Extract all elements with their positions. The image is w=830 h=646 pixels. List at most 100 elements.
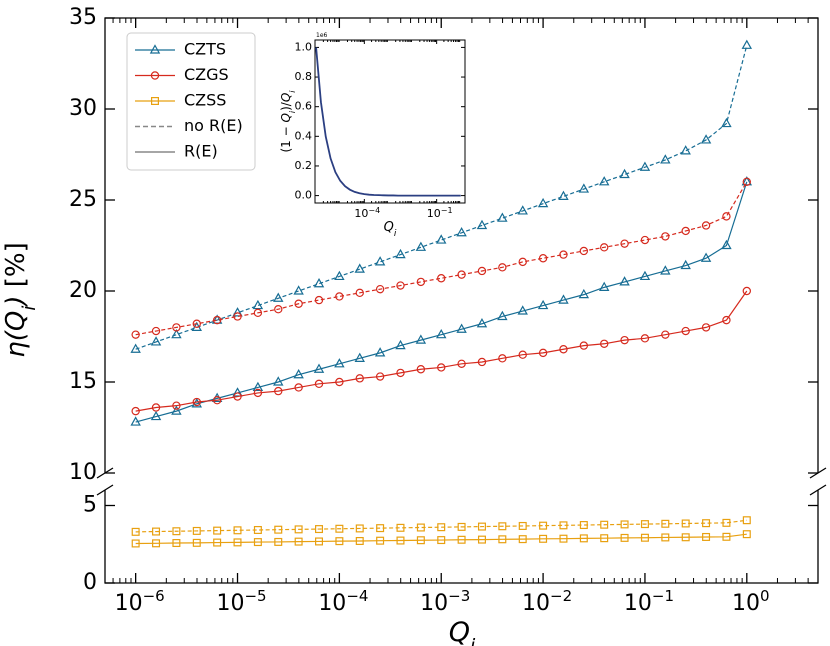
marker (335, 377, 344, 387)
marker (579, 534, 588, 543)
marker (354, 263, 365, 273)
marker (579, 341, 589, 350)
marker (456, 323, 467, 333)
marker (396, 281, 405, 290)
marker (192, 538, 201, 547)
marker (314, 379, 324, 389)
marker (274, 525, 283, 534)
marker (620, 533, 629, 542)
marker (171, 328, 182, 339)
marker (742, 177, 752, 186)
marker (660, 265, 671, 275)
label-part: )/ (279, 101, 293, 111)
legend-label: R(E) (184, 142, 218, 161)
marker (497, 212, 508, 222)
marker (498, 535, 507, 544)
marker (721, 239, 732, 250)
marker (600, 339, 609, 348)
marker (395, 248, 406, 259)
marker (315, 537, 324, 546)
marker (192, 319, 201, 328)
marker (374, 256, 386, 266)
marker (477, 522, 486, 531)
marker (537, 299, 549, 310)
marker (681, 226, 690, 236)
marker (212, 315, 222, 325)
marker (498, 354, 507, 363)
marker (741, 39, 753, 49)
marker (477, 357, 487, 367)
marker (213, 538, 222, 547)
marker (395, 339, 406, 350)
inset-offset-text: 1e6 (316, 32, 328, 39)
marker (354, 352, 365, 362)
tick-exp: −2 (550, 587, 572, 605)
marker (293, 285, 304, 295)
marker (172, 401, 181, 410)
marker (661, 330, 670, 339)
axis-break (96, 484, 114, 496)
marker (396, 523, 405, 532)
marker (335, 524, 344, 533)
marker (477, 535, 486, 544)
marker (538, 254, 548, 263)
marker (437, 523, 446, 532)
marker (640, 235, 650, 245)
marker (498, 263, 507, 272)
marker (700, 134, 712, 144)
marker (150, 336, 162, 346)
label-part: Q (384, 220, 394, 235)
tick-exp: −5 (244, 587, 266, 605)
marker (600, 534, 609, 543)
marker (620, 335, 629, 345)
marker (172, 527, 181, 536)
marker (152, 539, 161, 548)
marker (233, 538, 242, 547)
marker (294, 383, 303, 392)
tick-exp: −1 (441, 206, 453, 215)
marker (600, 520, 609, 529)
label-part: (1 − (279, 123, 293, 153)
inset-y-tick-label: 0.8 (295, 70, 313, 83)
marker (722, 518, 731, 527)
marker (742, 530, 751, 539)
marker (149, 44, 161, 54)
y-tick-label: 25 (69, 187, 97, 212)
marker (212, 396, 222, 405)
tick-exp: 0 (760, 587, 770, 605)
marker (579, 246, 589, 256)
marker (150, 410, 162, 421)
label: η(Qi) [%] (1, 242, 40, 358)
label-part: i (470, 635, 476, 646)
marker (172, 323, 181, 332)
inset-line (315, 47, 461, 197)
marker (416, 365, 426, 374)
marker (518, 535, 527, 544)
marker (334, 358, 345, 368)
tick-label: 10−4 (354, 206, 380, 221)
marker (558, 294, 569, 304)
marker (640, 533, 649, 542)
marker (192, 526, 201, 535)
marker (315, 525, 324, 534)
marker (253, 538, 262, 547)
marker (232, 307, 243, 317)
marker (640, 334, 650, 343)
marker (130, 343, 141, 353)
label-part: i (19, 306, 40, 311)
label-part: ) (1, 296, 31, 308)
marker (640, 520, 649, 529)
marker (233, 526, 242, 535)
marker (151, 96, 160, 105)
marker (232, 387, 243, 397)
marker (273, 376, 284, 386)
marker (152, 527, 161, 536)
marker (131, 527, 140, 536)
marker (374, 347, 386, 357)
marker (476, 318, 488, 328)
tick-base: 10 (420, 591, 448, 616)
label-part: Q (279, 93, 293, 102)
marker (539, 521, 548, 530)
tick-exp: −6 (143, 587, 165, 605)
